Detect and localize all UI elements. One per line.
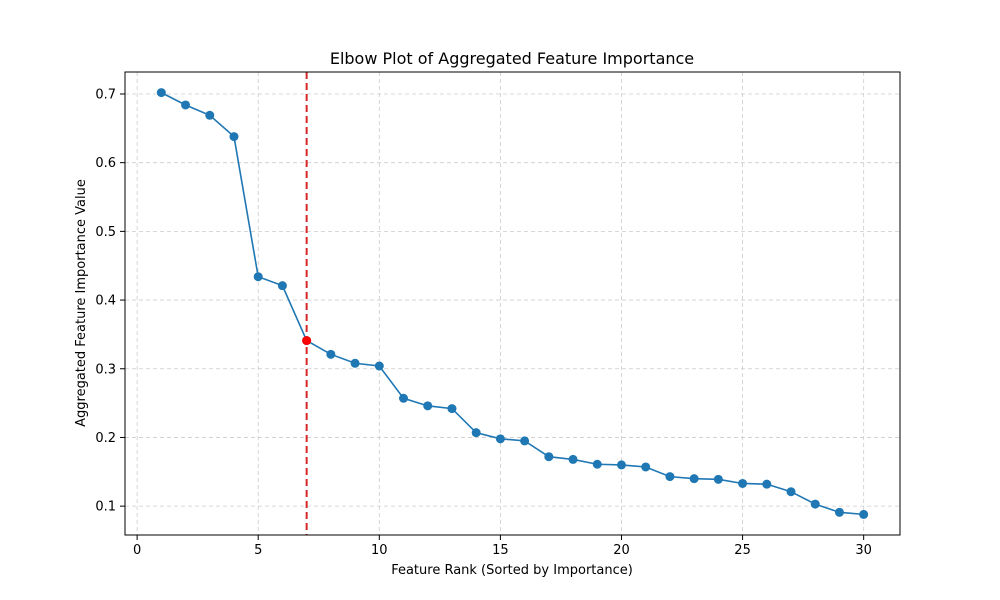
data-point xyxy=(205,110,215,120)
data-point xyxy=(399,393,409,403)
y-tick-label: 0.4 xyxy=(95,294,116,309)
x-tick-label: 30 xyxy=(855,543,872,558)
data-point xyxy=(616,460,626,470)
data-point xyxy=(592,459,602,469)
data-point xyxy=(834,507,844,517)
data-point xyxy=(374,361,384,371)
data-point xyxy=(859,509,869,519)
y-tick-label: 0.6 xyxy=(95,156,116,171)
data-point xyxy=(326,349,336,359)
x-tick-label: 25 xyxy=(734,543,751,558)
data-point xyxy=(350,358,360,368)
chart-title: Elbow Plot of Aggregated Feature Importa… xyxy=(330,49,694,68)
axes-layer: 0 5 10 15 20 25 30 0.1 0.2 0.3 0.4 0.5 0.6 0.7 xyxy=(95,71,901,558)
x-tick-label: 0 xyxy=(133,543,141,558)
series-line xyxy=(160,91,864,516)
data-point xyxy=(229,132,239,142)
x-tick-label: 10 xyxy=(371,543,388,558)
y-tick-label: 0.1 xyxy=(95,500,116,515)
data-point xyxy=(181,100,191,110)
x-tick-label: 20 xyxy=(613,543,630,558)
x-axis-title: Feature Rank (Sorted by Importance) xyxy=(391,563,633,578)
data-point xyxy=(277,281,287,291)
data-point xyxy=(544,452,554,462)
y-tick-label: 0.5 xyxy=(95,225,116,240)
data-point xyxy=(471,428,481,438)
data-point xyxy=(641,462,651,472)
data-point xyxy=(689,474,699,484)
x-tick-label: 5 xyxy=(254,543,262,558)
data-point xyxy=(253,272,263,282)
data-point xyxy=(665,472,675,482)
plot-frame xyxy=(124,71,901,536)
data-point xyxy=(447,404,457,414)
elbow-point xyxy=(302,336,312,346)
y-tick-label: 0.7 xyxy=(95,87,116,102)
data-point xyxy=(495,434,505,444)
data-point xyxy=(423,401,433,411)
grid-layer xyxy=(125,72,900,535)
data-point xyxy=(568,454,578,464)
x-tick-label: 15 xyxy=(492,543,509,558)
data-point xyxy=(713,474,723,484)
data-point xyxy=(810,499,820,509)
data-point xyxy=(738,478,748,488)
data-point xyxy=(786,487,796,497)
data-point xyxy=(520,436,530,446)
y-tick-label: 0.3 xyxy=(95,362,116,377)
series-layer xyxy=(156,88,869,519)
y-axis-title: Aggregated Feature Importance Value xyxy=(74,179,89,427)
data-point xyxy=(762,479,772,489)
y-tick-label: 0.2 xyxy=(95,431,116,446)
data-point xyxy=(156,88,166,98)
